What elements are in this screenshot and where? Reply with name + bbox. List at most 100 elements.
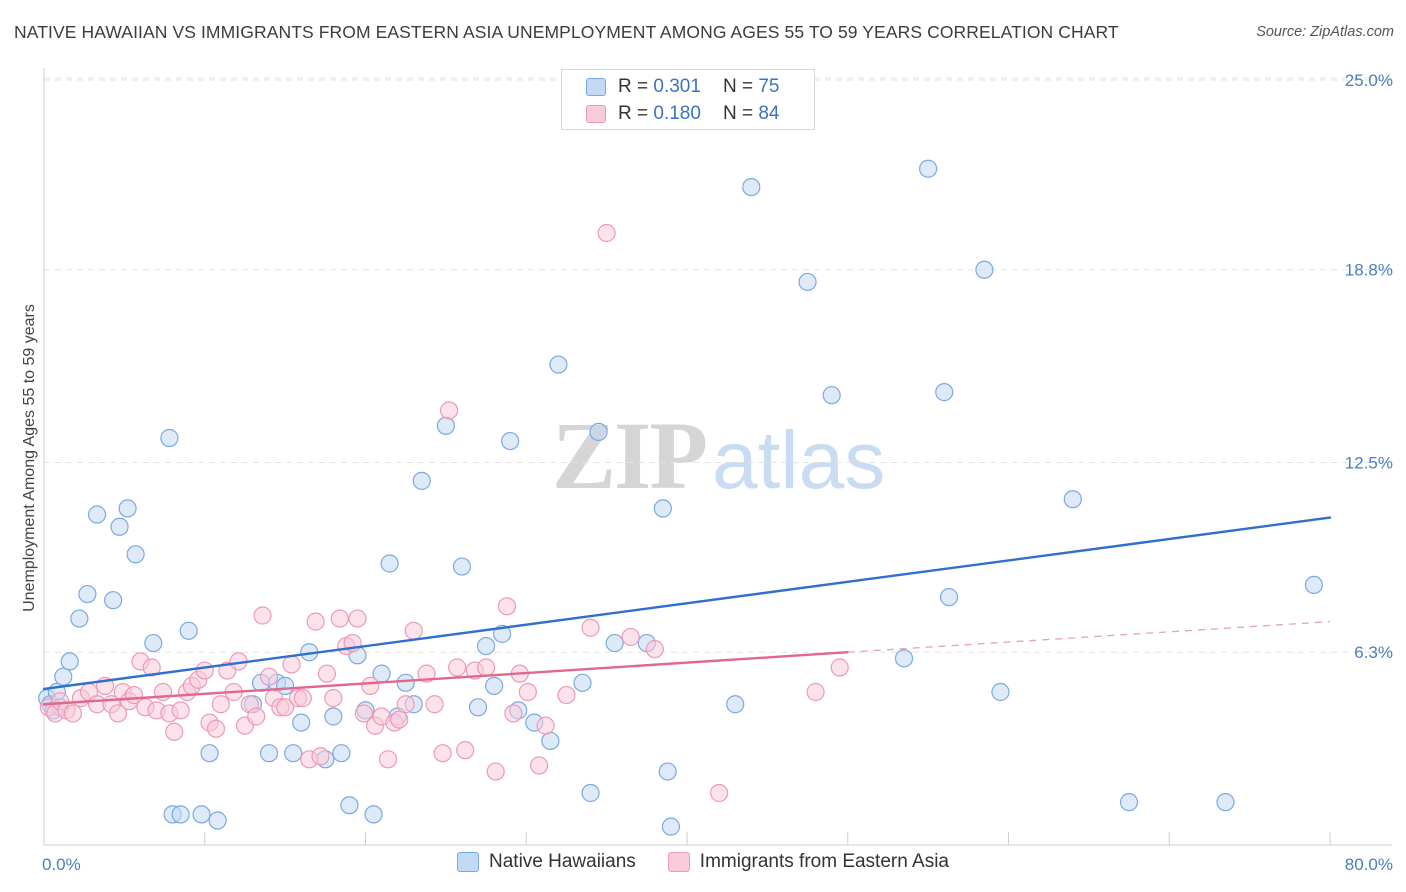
eastern-asia-point xyxy=(293,689,312,708)
trend-lines xyxy=(42,516,1332,706)
native-hawaiian-point xyxy=(468,698,488,717)
native-hawaiian-point xyxy=(485,676,504,695)
native-hawaiian-point xyxy=(991,682,1010,702)
eastern-asia-point xyxy=(557,685,576,705)
native-hawaiian-point xyxy=(192,805,211,824)
y-tick-label: 6.3% xyxy=(1354,643,1393,662)
eastern-asia-point xyxy=(330,609,349,628)
native-hawaiian-point xyxy=(798,272,817,292)
native-hawaiian-point xyxy=(1304,575,1324,595)
native-hawaiian-point xyxy=(87,505,107,524)
legend-swatch-pink xyxy=(586,105,606,123)
eastern-asia-point xyxy=(348,609,367,628)
series-legend-eastern-asia: Immigrants from Eastern Asia xyxy=(667,851,949,873)
native-hawaiian-point xyxy=(364,805,383,824)
eastern-asia-point xyxy=(282,655,301,674)
native-hawaiian-point xyxy=(179,621,198,640)
native-hawaiian-point xyxy=(549,355,568,374)
eastern-asia-point xyxy=(211,695,230,714)
eastern-asia-point xyxy=(63,704,83,723)
chart-source: Source: ZipAtlas.com xyxy=(1256,24,1394,40)
eastern-asia-point xyxy=(448,658,467,677)
native-hawaiian-point xyxy=(589,422,608,441)
chart-title: NATIVE HAWAIIAN VS IMMIGRANTS FROM EASTE… xyxy=(14,22,1119,42)
native-hawaiian-point xyxy=(292,713,311,732)
eastern-asia-point xyxy=(195,661,214,680)
native-hawaiian-point xyxy=(452,557,472,576)
eastern-asia-point xyxy=(206,719,226,738)
native-hawaiian-point xyxy=(1216,793,1235,812)
eastern-asia-point xyxy=(504,704,523,723)
eastern-asia-point xyxy=(536,716,555,735)
grid-lines xyxy=(44,77,1392,653)
eastern-asia-point xyxy=(486,762,505,781)
eastern-asia-point xyxy=(306,612,325,631)
native-hawaiian-point xyxy=(605,633,624,653)
eastern-asia-point xyxy=(806,682,825,702)
y-tick-label: 12.5% xyxy=(1345,454,1393,473)
eastern-asia-point xyxy=(710,783,729,803)
y-tick-label: 18.8% xyxy=(1345,261,1393,280)
native-hawaiian-point xyxy=(658,762,677,781)
x-tick-label: 80.0% xyxy=(1345,855,1393,874)
native-hawaiian-point xyxy=(919,159,938,178)
legend-r-value: 0.180 xyxy=(653,103,701,124)
legend-r-label: R = xyxy=(618,103,649,124)
eastern-asia-point xyxy=(354,704,373,723)
native-hawaiian-point xyxy=(171,805,190,824)
series-name: Immigrants from Eastern Asia xyxy=(699,851,949,872)
eastern-asia-point xyxy=(597,223,616,243)
native-hawaiian-point xyxy=(935,383,954,402)
native-hawaiian-point xyxy=(822,386,841,405)
eastern-asia-point xyxy=(171,701,190,720)
native-hawaiian-point xyxy=(661,817,681,836)
correlation-legend: R = 0.301 N = 75 R = 0.180 N = 84 xyxy=(561,69,815,130)
tick-labels: 6.3% 12.5% 18.8% 25.0% 0.0% 80.0% xyxy=(42,71,1393,874)
native-hawaiian-point xyxy=(653,499,672,518)
eastern-asia-point xyxy=(439,401,459,420)
eastern-asia-point xyxy=(390,710,409,729)
native-hawaiian-point xyxy=(200,744,219,763)
eastern-asia-point xyxy=(247,707,266,726)
eastern-asia-point xyxy=(645,640,664,659)
native-hawaiian-point xyxy=(104,591,123,610)
legend-row-eastern-asia: R = 0.180 N = 84 xyxy=(586,103,779,125)
legend-r-label: R = xyxy=(618,76,649,97)
series-swatch-pink xyxy=(667,852,690,872)
native-hawaiian-point xyxy=(324,707,343,726)
legend-swatch-blue xyxy=(586,78,606,96)
eastern-asia-point xyxy=(317,664,337,683)
native-hawaiian-point xyxy=(975,260,994,279)
native-hawaiian-point xyxy=(1119,793,1139,812)
native-hawaiian-point xyxy=(501,431,520,451)
eastern-asia-point xyxy=(396,695,415,714)
eastern-asia-point xyxy=(165,722,184,741)
legend-row-native-hawaiians: R = 0.301 N = 75 xyxy=(586,76,779,98)
native-hawaiians-points xyxy=(38,159,1324,836)
native-hawaiian-point xyxy=(126,545,145,564)
native-hawaiian-point xyxy=(208,811,227,830)
eastern-asia-point xyxy=(253,606,272,625)
y-tick-label: 25.0% xyxy=(1345,71,1393,90)
native-hawaiian-point xyxy=(573,673,592,692)
legend-n-value: 84 xyxy=(758,103,780,124)
native-hawaiian-point xyxy=(284,744,303,763)
native-hawaiian-point xyxy=(476,636,496,656)
legend-r-value: 0.301 xyxy=(653,76,701,97)
native-hawaiian-point xyxy=(54,667,73,686)
native-hawaiian-point xyxy=(1063,490,1082,509)
native-hawaiians-trend-line xyxy=(42,516,1332,691)
eastern-asia-point xyxy=(311,747,330,766)
eastern-asia-point xyxy=(417,664,436,683)
eastern-asia-point xyxy=(830,658,849,677)
native-hawaiian-point xyxy=(436,416,455,435)
eastern-asia-point xyxy=(404,621,423,640)
legend-n-value: 75 xyxy=(758,76,780,97)
legend-n-label: N = xyxy=(722,76,754,97)
native-hawaiian-point xyxy=(60,652,79,671)
eastern-asia-points xyxy=(39,223,849,803)
eastern-asia-trend-extension xyxy=(847,620,1331,653)
eastern-asia-point xyxy=(425,695,444,714)
x-tick-label: 0.0% xyxy=(42,855,81,874)
